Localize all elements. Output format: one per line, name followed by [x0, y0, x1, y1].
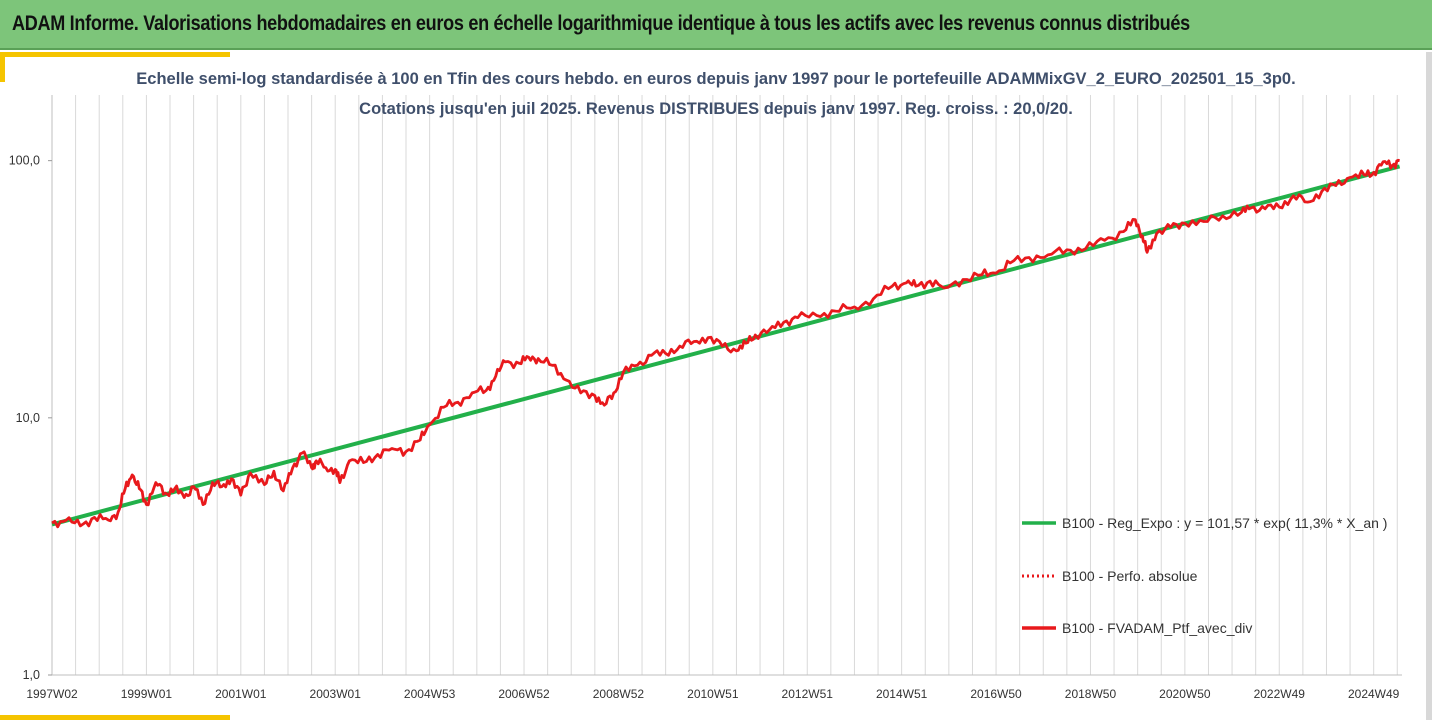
chart-grid [51, 95, 1398, 675]
x-tick-label: 2008W52 [593, 687, 645, 701]
series-line-2 [51, 158, 1400, 529]
y-tick-label: 10,0 [16, 411, 40, 425]
x-tick-label: 2016W50 [970, 687, 1022, 701]
corner-accent-top [0, 52, 230, 57]
x-tick-label: 2012W51 [782, 687, 834, 701]
y-tick-label: 1,0 [23, 668, 40, 682]
corner-accent-left [0, 52, 5, 82]
x-tick-label: 2024W49 [1348, 687, 1400, 701]
chart-series [51, 158, 1401, 529]
x-tick-label: 2014W51 [876, 687, 928, 701]
y-tick-label: 100,0 [9, 154, 40, 168]
x-tick-label: 1997W02 [26, 687, 78, 701]
x-tick-label: 2006W52 [498, 687, 550, 701]
x-tick-label: 2010W51 [687, 687, 739, 701]
page-title: ADAM Informe. Valorisations hebdomadaire… [12, 12, 1190, 35]
x-tick-label: 2018W50 [1065, 687, 1117, 701]
legend-label-2: B100 - FVADAM_Ptf_avec_div [1062, 620, 1252, 636]
legend-label-0: B100 - Reg_Expo : y = 101,57 * exp( 11,3… [1062, 515, 1387, 531]
right-border [1426, 52, 1432, 720]
chart-subtitle: Cotations jusqu'en juil 2025. Revenus DI… [359, 100, 1073, 118]
chart-axes: 1,0 10,0 100,0 1997W02 1999W01 2001W01 2003W01… [9, 95, 1402, 701]
x-tick-label: 2020W50 [1159, 687, 1211, 701]
header-banner: ADAM Informe. Valorisations hebdomadaire… [0, 0, 1432, 50]
chart-title: Echelle semi-log standardisée à 100 en T… [136, 70, 1296, 88]
x-tick-label: 1999W01 [121, 687, 173, 701]
corner-accent-bottom [0, 715, 230, 720]
x-tick-label: 2022W49 [1254, 687, 1306, 701]
x-tick-label: 2003W01 [310, 687, 362, 701]
x-tick-label: 2004W53 [404, 687, 456, 701]
legend-label-1: B100 - Perfo. absolue [1062, 568, 1198, 584]
chart-legend: B100 - Reg_Expo : y = 101,57 * exp( 11,3… [1022, 515, 1387, 636]
x-tick-label: 2001W01 [215, 687, 267, 701]
